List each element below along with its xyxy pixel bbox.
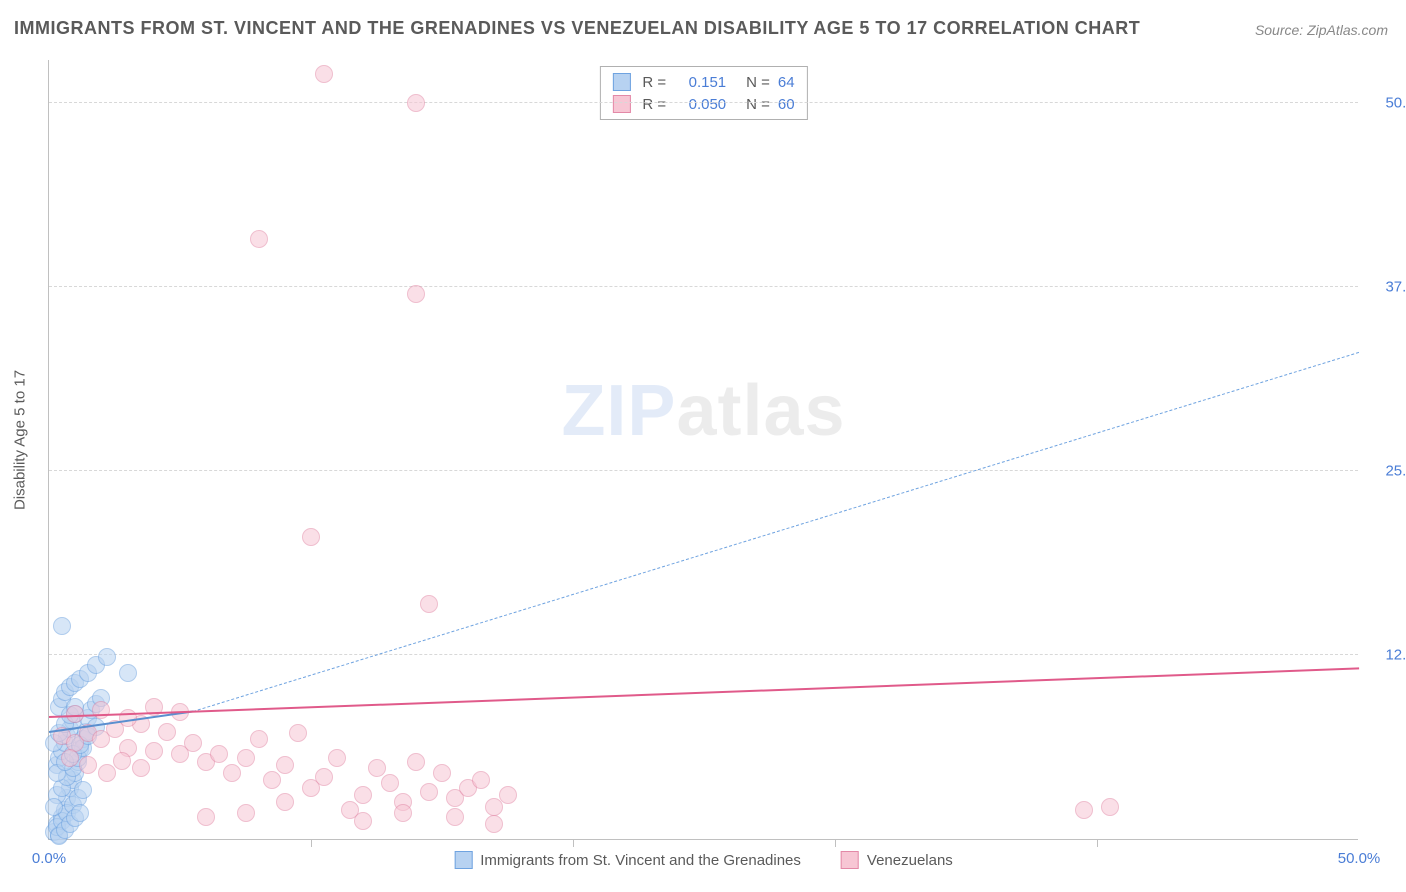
legend-series-item: Venezuelans [841, 851, 953, 869]
legend-n-label: N = [746, 96, 770, 113]
scatter-point [223, 764, 241, 782]
scatter-point [237, 804, 255, 822]
x-tick-mark [835, 839, 836, 847]
legend-correlation-row: R = 0.050 N = 60 [612, 93, 794, 115]
scatter-point [158, 723, 176, 741]
trend-line [193, 352, 1359, 712]
legend-swatch [612, 73, 630, 91]
gridline [49, 470, 1358, 471]
scatter-point [407, 753, 425, 771]
watermark-zip: ZIP [561, 371, 676, 451]
legend-series-label: Immigrants from St. Vincent and the Gren… [480, 852, 801, 869]
scatter-point [237, 749, 255, 767]
scatter-point [302, 528, 320, 546]
scatter-point [1075, 801, 1093, 819]
scatter-point [368, 759, 386, 777]
scatter-point [119, 664, 137, 682]
scatter-point [184, 734, 202, 752]
legend-n-value: 60 [778, 96, 795, 113]
chart-title: IMMIGRANTS FROM ST. VINCENT AND THE GREN… [14, 18, 1140, 39]
gridline [49, 654, 1358, 655]
scatter-point [74, 781, 92, 799]
scatter-point [45, 798, 63, 816]
scatter-point [407, 94, 425, 112]
legend-n-value: 64 [778, 74, 795, 91]
plot-area: ZIPatlas R =0.151N =64R =0.050N =60 Immi… [48, 60, 1358, 840]
scatter-point [53, 617, 71, 635]
scatter-point [113, 752, 131, 770]
legend-series-label: Venezuelans [867, 852, 953, 869]
legend-series-item: Immigrants from St. Vincent and the Gren… [454, 851, 801, 869]
x-tick-mark [1097, 839, 1098, 847]
scatter-point [132, 759, 150, 777]
x-tick-mark [573, 839, 574, 847]
scatter-point [472, 771, 490, 789]
scatter-point [98, 764, 116, 782]
scatter-point [276, 793, 294, 811]
legend-swatch [612, 95, 630, 113]
scatter-point [250, 230, 268, 248]
x-tick-label: 50.0% [1338, 850, 1381, 867]
legend-swatch [841, 851, 859, 869]
y-tick-label: 37.5% [1368, 279, 1406, 296]
scatter-point [354, 812, 372, 830]
scatter-point [420, 595, 438, 613]
legend-correlation-row: R = 0.151 N = 64 [612, 71, 794, 93]
legend-r-label: R = [642, 74, 666, 91]
y-tick-label: 12.5% [1368, 647, 1406, 664]
scatter-point [394, 804, 412, 822]
x-tick-label: 0.0% [32, 850, 66, 867]
scatter-point [98, 648, 116, 666]
scatter-point [485, 815, 503, 833]
scatter-point [61, 749, 79, 767]
scatter-point [210, 745, 228, 763]
scatter-point [79, 756, 97, 774]
scatter-point [263, 771, 281, 789]
scatter-point [1101, 798, 1119, 816]
scatter-point [446, 808, 464, 826]
y-tick-label: 50.0% [1368, 95, 1406, 112]
legend-r-label: R = [642, 96, 666, 113]
scatter-point [197, 808, 215, 826]
legend-n-label: N = [746, 74, 770, 91]
x-tick-mark [311, 839, 312, 847]
scatter-point [250, 730, 268, 748]
watermark-atlas: atlas [676, 371, 845, 451]
legend-correlation: R = 0.151 N = 64 R = 0.050 N = 60 [599, 66, 807, 120]
watermark: ZIPatlas [561, 370, 845, 452]
scatter-point [289, 724, 307, 742]
scatter-point [315, 768, 333, 786]
chart-source: Source: ZipAtlas.com [1255, 22, 1388, 38]
scatter-point [407, 285, 425, 303]
gridline [49, 286, 1358, 287]
scatter-point [381, 774, 399, 792]
scatter-point [354, 786, 372, 804]
scatter-point [276, 756, 294, 774]
scatter-point [433, 764, 451, 782]
gridline [49, 102, 1358, 103]
scatter-point [71, 804, 89, 822]
scatter-point [499, 786, 517, 804]
legend-swatch [454, 851, 472, 869]
legend-r-value: 0.151 [674, 74, 726, 91]
scatter-point [328, 749, 346, 767]
trend-line [49, 668, 1359, 719]
scatter-point [420, 783, 438, 801]
legend-series: Immigrants from St. Vincent and the Gren… [454, 851, 953, 869]
legend-r-value: 0.050 [674, 96, 726, 113]
scatter-point [315, 65, 333, 83]
scatter-point [145, 742, 163, 760]
y-tick-label: 25.0% [1368, 463, 1406, 480]
y-axis-label: Disability Age 5 to 17 [12, 370, 29, 510]
